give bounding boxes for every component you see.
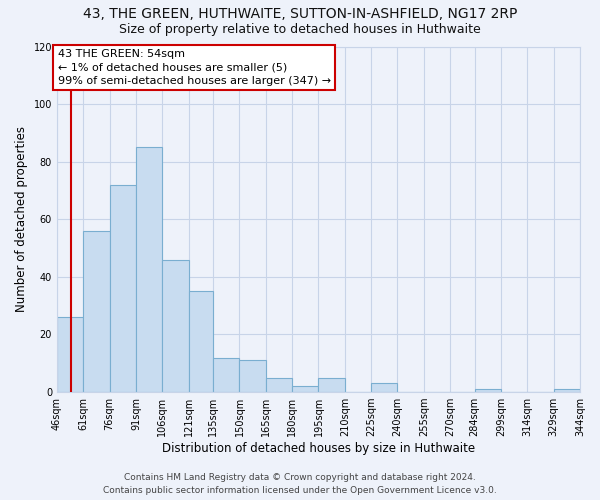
X-axis label: Distribution of detached houses by size in Huthwaite: Distribution of detached houses by size … xyxy=(162,442,475,455)
Y-axis label: Number of detached properties: Number of detached properties xyxy=(15,126,28,312)
Bar xyxy=(110,184,136,392)
Bar xyxy=(57,317,83,392)
Bar xyxy=(371,384,397,392)
Text: Contains HM Land Registry data © Crown copyright and database right 2024.
Contai: Contains HM Land Registry data © Crown c… xyxy=(103,474,497,495)
Bar xyxy=(239,360,266,392)
Text: Size of property relative to detached houses in Huthwaite: Size of property relative to detached ho… xyxy=(119,22,481,36)
Text: 43, THE GREEN, HUTHWAITE, SUTTON-IN-ASHFIELD, NG17 2RP: 43, THE GREEN, HUTHWAITE, SUTTON-IN-ASHF… xyxy=(83,8,517,22)
Text: 43 THE GREEN: 54sqm
← 1% of detached houses are smaller (5)
99% of semi-detached: 43 THE GREEN: 54sqm ← 1% of detached hou… xyxy=(58,50,331,86)
Bar xyxy=(162,260,188,392)
Bar xyxy=(83,231,110,392)
Bar xyxy=(292,386,319,392)
Bar xyxy=(136,148,162,392)
Bar xyxy=(266,378,292,392)
Bar xyxy=(188,292,213,392)
Bar xyxy=(319,378,345,392)
Bar xyxy=(213,358,239,392)
Bar xyxy=(554,389,580,392)
Bar xyxy=(475,389,501,392)
